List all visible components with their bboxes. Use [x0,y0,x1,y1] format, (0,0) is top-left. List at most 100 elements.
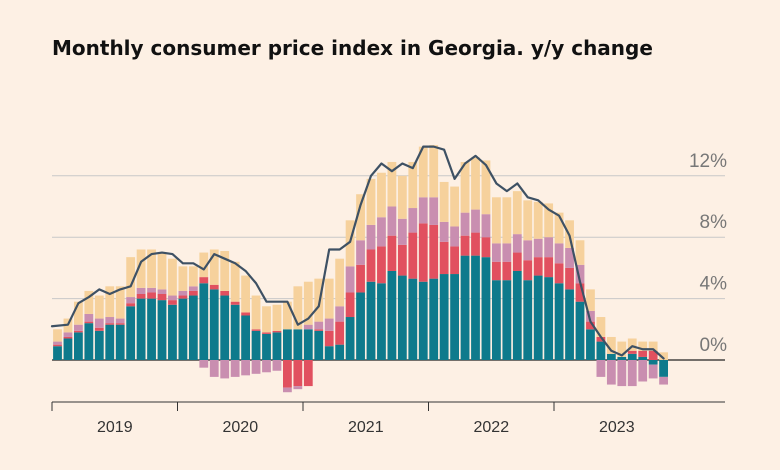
bar-segment-s0-m0 [53,346,62,360]
bar-segment-s1-m5 [105,323,115,325]
bar-segment-s1-m22 [283,360,292,388]
y-tick-label: 8% [700,212,728,233]
bar-segment-s0-m9 [147,298,156,360]
bar-segment-s1-m20 [262,332,271,334]
bar-segment-s0-m18 [241,315,250,361]
bar-segment-s3-m28 [345,220,355,267]
bar-segment-s1-m32 [387,235,397,271]
bar-segment-s3-m14 [199,252,209,278]
bar-segment-s2-m30 [366,224,376,250]
bar-segment-s1-m25 [314,329,324,331]
bar-segment-s0-m40 [471,255,480,360]
bar-segment-s0-m3 [84,323,94,360]
bar-segment-s1-m46 [533,257,543,276]
bar-segment-s2-m17 [230,360,240,377]
bar-segment-s3-m38 [450,186,459,227]
bar-segment-s2-m14 [199,360,209,368]
bar-segment-s1-m3 [84,321,94,324]
bar-segment-s2-m7 [126,297,136,304]
bar-segment-s2-m10 [157,289,167,294]
bar-segment-s0-m22 [283,329,292,360]
bar-segment-s3-m54 [617,341,627,357]
bar-segment-s3-m52 [596,317,606,337]
bar-segment-s0-m5 [105,324,115,360]
y-tick-label: 12% [689,151,727,172]
bar-segment-s1-m41 [481,237,491,258]
bar-segment-s3-m42 [492,197,501,244]
bar-segment-s2-m9 [147,287,156,293]
bar-segment-s1-m31 [377,246,386,284]
bar-segment-s3-m16 [220,251,230,291]
labels-layer: 0% 4% 8% 12% 2019 2020 2021 2022 2023 [97,151,727,436]
bar-segment-s0-m15 [209,289,219,360]
bar-segment-s3-m48 [554,212,564,244]
bar-segment-s3-m12 [178,266,188,291]
bar-segment-s1-m39 [460,235,470,256]
bar-segment-s0-m52 [596,341,606,360]
bar-segment-s2-m0 [53,341,62,345]
bar-segment-s3-m27 [335,258,345,307]
bar-segment-s0-m2 [74,332,83,360]
bar-segment-s3-m29 [356,194,365,241]
bar-segment-s1-m29 [356,264,365,293]
bar-segment-s2-m52 [596,360,606,377]
bar-segment-s2-m32 [387,206,397,236]
bar-segment-s2-m6 [115,318,125,324]
bar-segment-s3-m24 [303,281,313,325]
chart-title: Monthly consumer price index in Georgia.… [52,36,653,60]
bar-segment-s1-m19 [251,329,261,331]
bar-segment-s3-m25 [314,278,324,322]
bar-segment-s3-m15 [209,249,219,285]
bar-segment-s3-m46 [533,201,543,239]
bar-segment-s3-m11 [168,258,177,296]
bar-segment-s2-m58 [659,376,668,385]
x-year-label: 2020 [223,419,259,436]
bar-segment-s3-m47 [544,203,554,238]
bar-segment-s2-m44 [512,234,522,253]
bar-segment-s3-m17 [230,261,240,302]
bar-segment-s2-m8 [136,287,146,294]
bar-segment-s3-m43 [502,197,512,244]
bar-segment-s0-m45 [523,280,533,360]
bar-segment-s2-m3 [84,313,94,322]
bar-segment-s3-m51 [586,289,595,311]
bar-segment-s0-m21 [272,332,282,360]
x-year-label: 2023 [599,419,635,436]
bar-segment-s0-m29 [356,292,365,360]
bar-segment-s3-m32 [387,161,397,207]
bar-segment-s3-m58 [659,352,668,360]
bar-segment-s2-m55 [627,360,637,387]
bar-segment-s1-m34 [408,232,418,279]
bar-segment-s1-m36 [429,224,439,279]
bar-segment-s2-m47 [544,237,554,258]
bar-segment-s2-m13 [188,286,198,291]
bar-segment-s2-m36 [429,197,439,225]
bar-segment-s3-m56 [638,341,648,351]
bar-segment-s2-m39 [460,212,470,236]
bar-segment-s2-m56 [638,360,648,382]
bar-segment-s2-m33 [397,218,407,245]
bar-segment-s0-m32 [387,270,397,360]
y-tick-label: 4% [700,274,728,295]
bar-segment-s0-m20 [262,333,271,360]
bar-segment-s3-m20 [262,306,271,333]
bar-segment-s3-m10 [157,252,167,290]
bar-segment-s3-m23 [293,286,303,330]
bar-segment-s2-m46 [533,238,543,258]
bar-segment-s1-m6 [115,323,125,325]
bar-segment-s1-m47 [544,257,554,278]
bar-segment-s3-m39 [460,161,470,213]
bar-segment-s0-m46 [533,275,543,360]
bar-segment-s0-m51 [586,329,595,360]
bar-segment-s2-m57 [648,364,658,379]
x-year-label: 2022 [474,419,510,436]
bar-segment-s3-m55 [627,338,637,351]
bar-segment-s1-m57 [648,350,658,360]
bar-segment-s3-m40 [471,157,480,210]
bar-segment-s2-m35 [418,197,428,224]
bar-segment-s0-m25 [314,330,324,360]
bar-segment-s0-m30 [366,281,376,360]
bar-segment-s2-m50 [575,264,585,284]
bar-segment-s0-m16 [220,295,230,360]
bar-segment-s1-m43 [502,261,512,281]
